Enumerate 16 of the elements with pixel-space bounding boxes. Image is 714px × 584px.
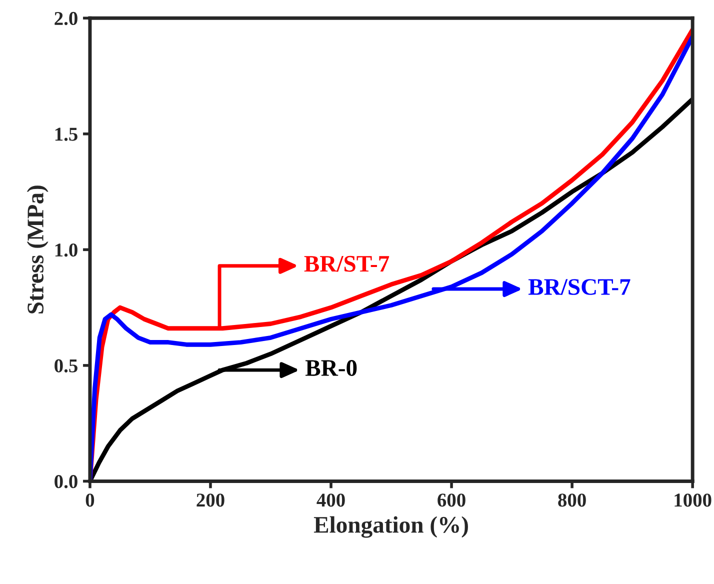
x-tick-label: 200	[196, 494, 224, 507]
legend-label: BR/ST-7	[304, 256, 390, 272]
x-tick-label: 800	[558, 494, 586, 507]
x-tick-label: 1000	[674, 494, 712, 507]
y-axis-title: Stress (MPa)	[26, 186, 48, 314]
legend-label: BR-0	[305, 360, 357, 376]
y-tick-label: 1.5	[55, 128, 78, 141]
x-axis-title: Elongation (%)	[314, 516, 468, 538]
x-tick-label: 600	[438, 494, 466, 507]
y-tick-label: 0.0	[54, 475, 78, 488]
y-tick-label: 1.0	[55, 243, 78, 257]
legend-label: BR/SCT-7	[528, 279, 630, 295]
y-tick-label: 0.5	[54, 359, 78, 372]
x-tick-label: 0	[86, 494, 94, 507]
x-tick-label: 400	[316, 494, 345, 507]
y-tick-label: 2.0	[54, 12, 78, 26]
